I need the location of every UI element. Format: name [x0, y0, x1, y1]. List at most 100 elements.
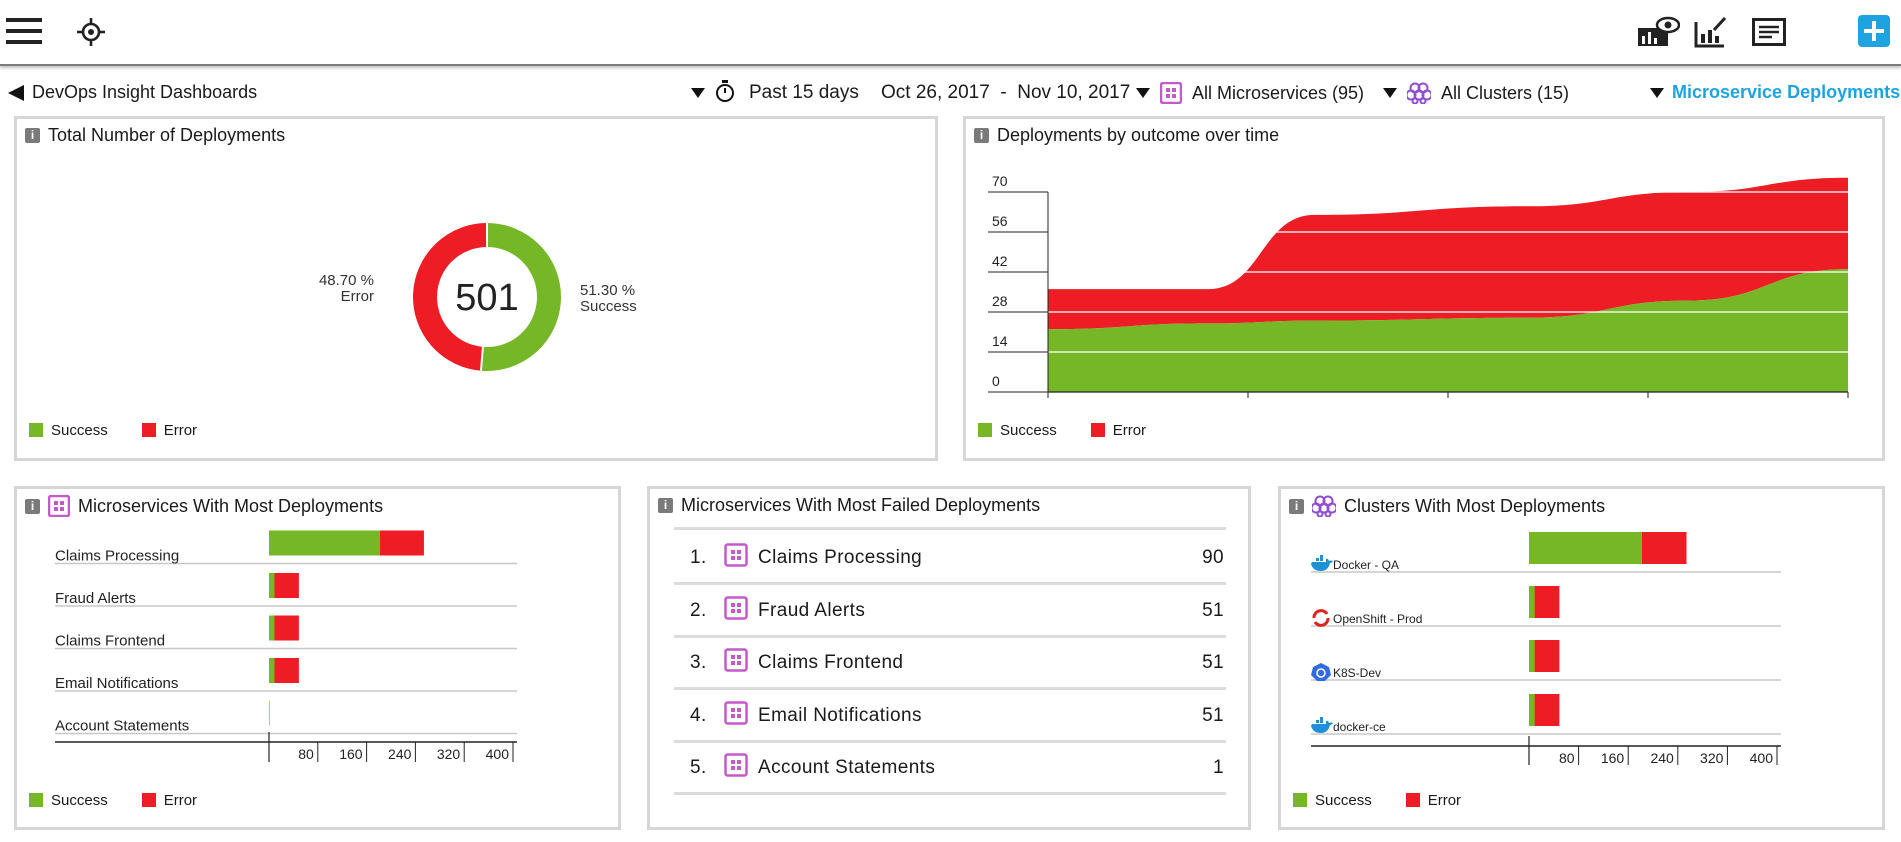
microservice-name[interactable]: Claims Processing: [758, 547, 923, 568]
openshift-icon: [1312, 609, 1330, 627]
success-bar[interactable]: [269, 530, 381, 556]
y-tick-label: 0: [992, 373, 1000, 389]
legend-error[interactable]: Error: [1405, 792, 1461, 809]
openshift-arc: [1312, 609, 1329, 619]
error-label: Error: [340, 288, 374, 305]
category-label: Claims Processing: [55, 548, 179, 565]
back-link[interactable]: DevOps Insight Dashboards: [8, 82, 257, 103]
success-area[interactable]: [1048, 269, 1848, 392]
docker-box: [1316, 558, 1319, 561]
list-top-divider: [674, 527, 1226, 530]
clusters-filter[interactable]: All Clusters (15): [1383, 82, 1569, 104]
x-tick-label: 320: [437, 746, 461, 762]
info-icon[interactable]: i: [25, 498, 40, 514]
docker-box: [1320, 555, 1323, 558]
x-tick-label: 80: [1559, 750, 1575, 765]
legend-error[interactable]: Error: [1090, 422, 1146, 439]
error-area[interactable]: [1048, 177, 1848, 330]
donut-error-slice[interactable]: [413, 223, 488, 371]
legend-success[interactable]: Success: [29, 792, 108, 809]
info-icon[interactable]: i: [1289, 498, 1304, 514]
panel-title: i Clusters With Most Deployments: [1289, 495, 1605, 517]
area-chart: 01428425670OCT 26OCT 29NOV 02NOV 06NOV 1…: [988, 173, 1849, 398]
error-bar[interactable]: [1534, 640, 1560, 672]
microservice-name[interactable]: Claims Frontend: [758, 652, 904, 673]
docker-box: [1316, 720, 1319, 723]
legend-success[interactable]: Success: [29, 422, 108, 439]
chart-legend: Success Error: [978, 422, 1146, 439]
failed-list-item[interactable]: 4. Email Notifications 51: [674, 688, 1226, 743]
caret-down-icon: [1136, 88, 1150, 98]
cluster-icon: [1407, 82, 1431, 104]
microservice-name[interactable]: Email Notifications: [758, 704, 922, 726]
info-icon[interactable]: i: [25, 128, 40, 143]
microservices-filter[interactable]: All Microservices (95): [1136, 82, 1364, 104]
success-bar[interactable]: [269, 573, 275, 598]
ms-top-title: Microservices With Most Deployments: [78, 495, 384, 516]
legend-error[interactable]: Error: [141, 422, 197, 439]
success-bar[interactable]: [1529, 586, 1535, 618]
back-label: DevOps Insight Dashboards: [32, 82, 258, 102]
error-bar[interactable]: [1534, 586, 1560, 618]
failed-list-item[interactable]: 3. Claims Frontend 51: [674, 635, 1226, 690]
success-bar[interactable]: [269, 658, 275, 683]
report-icon[interactable]: [1752, 18, 1786, 46]
info-icon[interactable]: i: [658, 498, 673, 513]
category-label: Claims Frontend: [55, 633, 165, 650]
error-bar[interactable]: [274, 573, 299, 598]
legend-success[interactable]: Success: [1293, 792, 1372, 809]
outcome-title: Deployments by outcome over time: [997, 125, 1280, 145]
x-tick-label: 400: [486, 746, 510, 762]
top-bar: [0, 0, 1901, 66]
outcome-over-time-panel: i Deployments by outcome over time 0 14 28…: [963, 116, 1885, 461]
legend-error[interactable]: Error: [141, 792, 197, 809]
total-title: Total Number of Deployments: [48, 125, 286, 145]
docker-box: [1320, 720, 1323, 723]
x-tick-label: 160: [1601, 750, 1625, 765]
rank: 4.: [690, 704, 707, 726]
category-label: OpenShift - Prod: [1333, 612, 1422, 626]
category-label: Email Notifications: [55, 675, 178, 692]
error-bar[interactable]: [274, 658, 299, 683]
failed-list-item[interactable]: 2. Fraud Alerts 51: [674, 583, 1226, 638]
hamburger-icon[interactable]: [6, 16, 42, 46]
panel-title: i Microservices With Most Deployments: [25, 495, 383, 517]
error-bar[interactable]: [380, 530, 424, 556]
legend-success[interactable]: Success: [978, 422, 1057, 439]
ms-failed-title: Microservices With Most Failed Deploymen…: [681, 495, 1041, 515]
error-bar[interactable]: [274, 615, 299, 641]
microservices-filter-label: All Microservices (95): [1192, 82, 1365, 103]
info-icon[interactable]: i: [974, 128, 989, 143]
failed-list-item[interactable]: 1. Claims Processing 90: [674, 530, 1226, 585]
success-bar[interactable]: [269, 700, 270, 726]
caret-down-icon: [691, 88, 705, 98]
donut-success-slice[interactable]: [480, 223, 561, 371]
error-bar[interactable]: [1534, 694, 1560, 726]
crosshair-icon[interactable]: [77, 18, 105, 46]
total-deployments-panel: i Total Number of Deployments 501 48.70 …: [14, 116, 938, 461]
edit-chart-icon[interactable]: [1694, 16, 1728, 48]
add-icon[interactable]: [1858, 15, 1890, 47]
error-bar[interactable]: [1641, 532, 1687, 564]
error-pct: 48.70 %: [318, 272, 374, 289]
caret-down-icon: [1383, 88, 1397, 98]
rank: 1.: [690, 547, 707, 568]
success-bar[interactable]: [269, 615, 275, 641]
success-bar[interactable]: [1529, 694, 1535, 726]
time-range-dropdown[interactable]: Past 15 days: [691, 80, 859, 104]
success-pct-label: 51.30 % Success: [580, 283, 637, 315]
microservice-name[interactable]: Account Statements: [758, 757, 936, 778]
success-bar[interactable]: [1529, 640, 1535, 672]
microservice-name[interactable]: Fraud Alerts: [758, 599, 866, 621]
category-label: K8S-Dev: [1333, 666, 1381, 680]
success-bar[interactable]: [1529, 532, 1642, 564]
caret-down-icon: [1650, 87, 1664, 98]
rank: 2.: [690, 599, 707, 621]
microservice-icon: [724, 648, 748, 672]
y-tick-label: 56: [992, 213, 1008, 229]
dashboard-select[interactable]: Microservice Deployments: [1650, 82, 1900, 103]
y-tick-label: 28: [992, 293, 1008, 309]
failed-list-item[interactable]: 5. Account Statements 1: [674, 740, 1226, 795]
donut-chart: 501: [413, 223, 561, 371]
dashboard-eye-icon[interactable]: [1638, 16, 1680, 48]
